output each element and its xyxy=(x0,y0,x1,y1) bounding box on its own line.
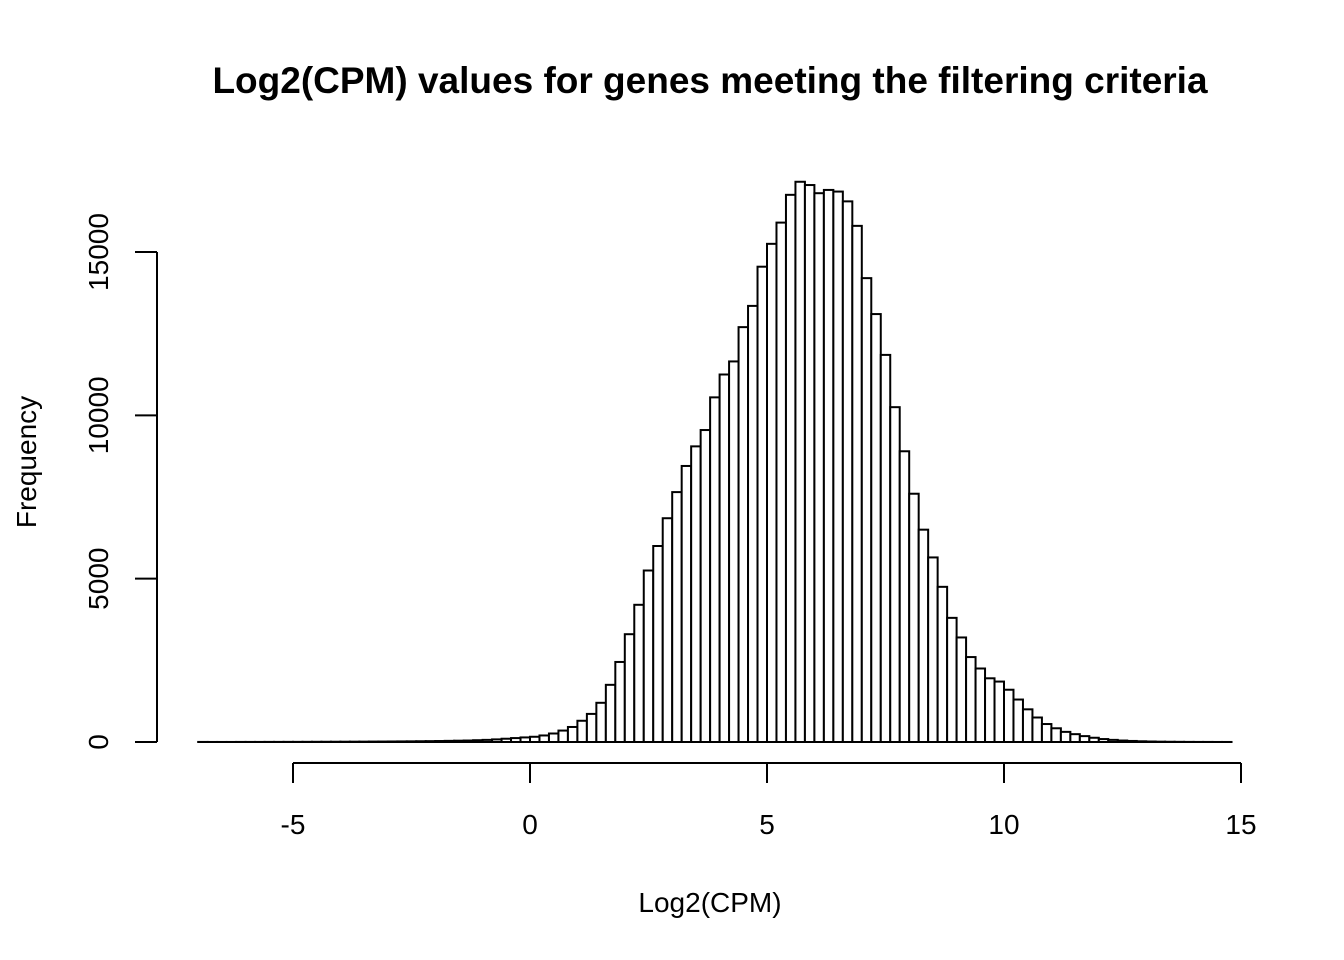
y-tick-label: 5000 xyxy=(83,548,114,610)
histogram-bar xyxy=(519,736,532,744)
histogram-bar xyxy=(813,192,825,743)
histogram-bar xyxy=(993,680,1006,743)
histogram-bar xyxy=(1069,733,1081,743)
histogram-bar xyxy=(510,737,522,744)
histogram-bar xyxy=(585,712,598,744)
histogram-bar xyxy=(1003,688,1015,744)
histogram-bar xyxy=(747,304,759,743)
x-tick-label: 10 xyxy=(988,809,1019,840)
histogram-bar xyxy=(462,739,475,744)
histogram-bar xyxy=(718,373,731,743)
histogram-bar xyxy=(1040,723,1053,743)
histogram-bar xyxy=(671,491,683,743)
x-tick-label: -5 xyxy=(281,809,306,840)
histogram-bar xyxy=(690,445,702,743)
histogram-bar xyxy=(1031,716,1043,743)
histogram-bar xyxy=(405,740,418,744)
histogram-bar xyxy=(566,725,579,743)
y-axis: 0 5000 10000 15000 xyxy=(83,213,158,750)
histogram-bar xyxy=(870,313,882,743)
histogram-bar xyxy=(642,569,655,743)
histogram-bar xyxy=(529,735,541,743)
histogram-bar xyxy=(1097,738,1110,743)
histogram-bar xyxy=(898,450,911,743)
x-axis: -5 0 5 10 15 xyxy=(281,762,1257,840)
histogram-bar xyxy=(633,603,645,743)
x-axis-label: Log2(CPM) xyxy=(638,887,781,918)
histogram-bar xyxy=(1107,738,1119,743)
histogram-bar xyxy=(547,732,560,743)
histogram-bar xyxy=(538,734,550,744)
histogram-bar xyxy=(623,633,636,744)
histogram-bar xyxy=(415,740,427,743)
histogram-bar xyxy=(1078,735,1091,743)
histogram-bar xyxy=(595,701,607,743)
histogram-bar xyxy=(1135,740,1148,743)
histogram-bar xyxy=(434,740,446,744)
histogram-bar xyxy=(974,667,987,743)
histogram-bar xyxy=(841,200,854,744)
histogram-bar xyxy=(832,190,844,744)
y-tick-label: 10000 xyxy=(83,376,114,454)
histogram-bar xyxy=(737,326,750,743)
histogram-bar xyxy=(1116,739,1129,744)
histogram-bar xyxy=(424,740,437,744)
histogram-bar xyxy=(652,545,664,743)
histogram-bar xyxy=(936,585,949,743)
x-tick-label: 0 xyxy=(522,809,538,840)
histogram-bar xyxy=(386,740,399,744)
histogram-bar xyxy=(481,738,494,743)
x-tick-label: 15 xyxy=(1225,809,1256,840)
histogram-bar xyxy=(946,616,958,743)
histogram-bar xyxy=(794,180,806,743)
y-axis-label: Frequency xyxy=(11,396,42,528)
histogram-bar xyxy=(709,396,721,743)
histogram-bar xyxy=(756,265,769,743)
histogram-bar xyxy=(680,464,693,743)
histogram-bar xyxy=(472,739,484,743)
y-tick-label: 0 xyxy=(83,734,114,750)
histogram-bar xyxy=(803,184,816,744)
histogram-bar xyxy=(557,729,569,743)
histogram-bar xyxy=(822,188,835,743)
histogram-bar xyxy=(699,429,712,743)
histogram-bar xyxy=(955,636,968,744)
histogram-bar xyxy=(965,656,977,743)
x-tick-label: 5 xyxy=(759,809,775,840)
histogram-bar xyxy=(661,517,674,743)
histogram-bar xyxy=(851,224,863,744)
histogram-bars xyxy=(197,180,1233,744)
y-tick-label: 15000 xyxy=(83,213,114,291)
histogram-bar xyxy=(766,242,778,743)
histogram-bar xyxy=(917,528,930,744)
histogram-bar xyxy=(784,193,797,744)
histogram-bar xyxy=(453,739,465,744)
histogram-bar xyxy=(604,683,617,743)
histogram-bar xyxy=(889,406,901,743)
histogram-bar xyxy=(860,277,873,743)
histogram-bar xyxy=(1126,739,1138,743)
histogram-bar xyxy=(927,556,939,744)
histogram-bar xyxy=(576,719,588,743)
histogram-bar xyxy=(1021,708,1034,743)
histogram-bar xyxy=(614,660,626,744)
histogram-bar xyxy=(396,740,408,743)
histogram-bar xyxy=(1012,698,1024,743)
histogram-bar xyxy=(775,221,787,744)
histogram-bar xyxy=(491,738,503,743)
histogram-bar xyxy=(1088,736,1100,744)
histogram-bar xyxy=(879,353,892,743)
histogram-bar xyxy=(500,737,513,744)
histogram-bar xyxy=(984,677,996,743)
histogram-bar xyxy=(443,739,456,744)
chart-title: Log2(CPM) values for genes meeting the f… xyxy=(212,60,1208,101)
histogram-bar xyxy=(728,360,740,743)
histogram-bar xyxy=(1050,727,1062,744)
histogram-bar xyxy=(1059,730,1072,744)
histogram-bar xyxy=(908,492,920,743)
